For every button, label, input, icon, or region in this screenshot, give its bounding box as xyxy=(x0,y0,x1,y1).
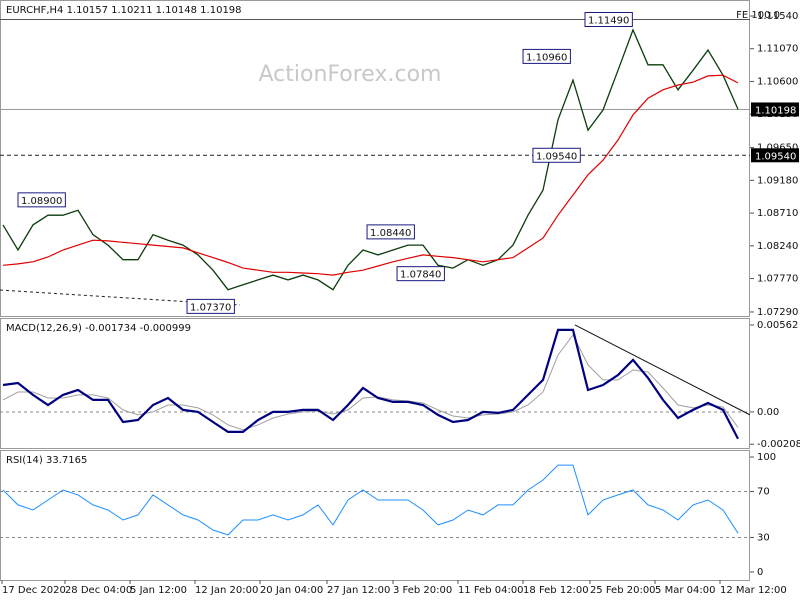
x-tick-label: 17 Dec 2020 xyxy=(2,585,66,596)
y-tick-label: 0.00 xyxy=(757,407,779,418)
trend-line xyxy=(574,324,751,416)
fe-label: FE 100.0 xyxy=(736,10,780,21)
y-tick-label: 1.09180 xyxy=(757,175,798,186)
annotation-label: 1.08440 xyxy=(370,228,411,239)
annotation-box xyxy=(532,147,581,163)
x-tick-label: 5 Jan 12:00 xyxy=(130,585,187,596)
x-tick-label: 25 Feb 20:00 xyxy=(590,585,656,596)
x-tick-label: 20 Jan 04:00 xyxy=(260,585,323,596)
y-tick-label: 1.07770 xyxy=(757,274,798,285)
y-tick-label: 1.10600 xyxy=(757,76,798,87)
annotation-label: 1.11490 xyxy=(588,15,629,26)
axis-bg xyxy=(750,450,800,580)
axis-bg xyxy=(750,318,800,448)
x-tick-label: 12 Mar 12:00 xyxy=(720,585,787,596)
y-tick-label: 1.09650 xyxy=(757,143,798,154)
y-tick-label: 1.11540 xyxy=(757,11,798,22)
y-tick-label: 0 xyxy=(757,567,763,578)
y-tick-label: -0.002085 xyxy=(757,439,800,450)
annotation-box xyxy=(522,48,571,64)
annotation-box xyxy=(584,11,633,27)
panel-frame xyxy=(0,0,750,317)
x-tick-label: 11 Feb 04:00 xyxy=(458,585,524,596)
annotation-box xyxy=(186,298,235,314)
series-line xyxy=(2,464,739,536)
y-tick-label: 100 xyxy=(757,452,776,463)
y-tick-label: 1.08240 xyxy=(757,241,798,252)
panel-title: MACD(12,26,9) -0.001734 -0.000999 xyxy=(6,323,191,334)
y-tick-label: 0.00562 xyxy=(757,320,798,331)
annotation-label: 1.09540 xyxy=(536,151,577,162)
annotation-label: 1.07370 xyxy=(190,302,231,313)
x-tick-label: 18 Feb 12:00 xyxy=(523,585,589,596)
y-tick-label: 30 xyxy=(757,532,770,543)
x-tick-label: 3 Feb 20:00 xyxy=(393,585,452,596)
y-tick-label: 1.07290 xyxy=(757,307,798,318)
x-tick-label: 5 Mar 04:00 xyxy=(655,585,715,596)
panel-title: EURCHF,H4 1.10157 1.10211 1.10148 1.1019… xyxy=(6,5,242,16)
panel-frame xyxy=(0,318,750,449)
y-tick-label: 1.08710 xyxy=(757,208,798,219)
x-tick-label: 27 Jan 12:00 xyxy=(327,585,390,596)
annotation-label: 1.08900 xyxy=(21,196,62,207)
panel-title: RSI(14) 33.7165 xyxy=(6,455,87,466)
y-tick-label: 1.11070 xyxy=(757,44,798,55)
price-label: 1.09540 xyxy=(755,151,796,162)
price-label-box xyxy=(751,102,799,117)
series-line xyxy=(2,74,739,276)
y-tick-label: 70 xyxy=(757,486,770,497)
annotation-box xyxy=(366,224,415,240)
annotation-label: 1.07840 xyxy=(400,270,441,281)
annotation-label: 1.10960 xyxy=(526,52,567,63)
series-line xyxy=(2,334,739,431)
panel-frame xyxy=(0,450,750,581)
watermark: ActionForex.com xyxy=(259,62,442,87)
x-tick-label: 12 Jan 20:00 xyxy=(195,585,258,596)
x-tick-label: 28 Dec 04:00 xyxy=(65,585,132,596)
series-line xyxy=(2,28,739,291)
annotation-box xyxy=(396,266,445,282)
price-label: 1.10198 xyxy=(755,105,796,116)
price-label-box xyxy=(751,148,799,163)
annotation-box xyxy=(17,192,66,208)
series-line xyxy=(2,328,739,440)
